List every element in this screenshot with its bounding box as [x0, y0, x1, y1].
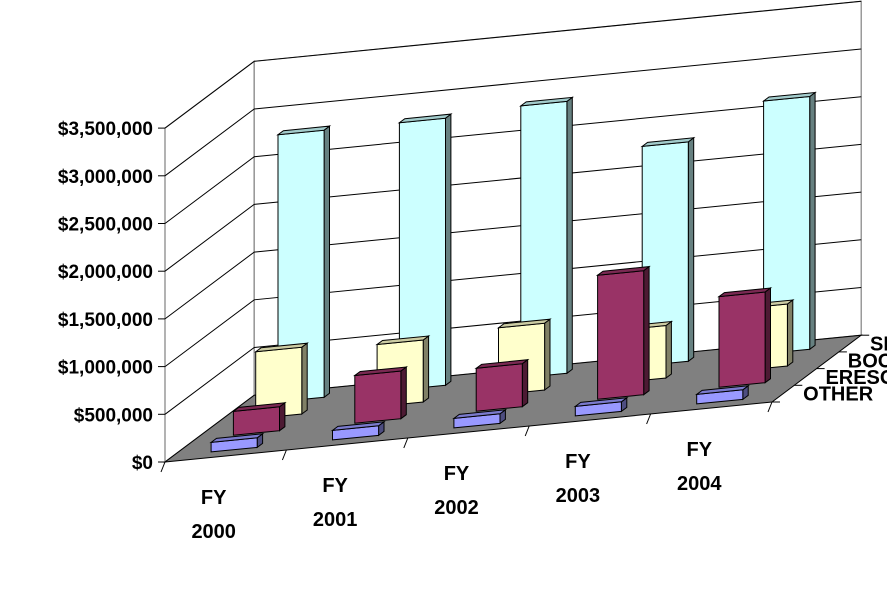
bar-top-face — [474, 359, 530, 369]
bar-top-face — [330, 421, 386, 432]
bar-serials-fy-2001 — [397, 113, 453, 391]
bar-top-face — [353, 366, 409, 377]
bar-front-face — [718, 291, 766, 388]
bar-top-face — [375, 335, 431, 346]
x-tick-label: FY 2002 — [434, 463, 479, 519]
y-tick-label: $1,000,000 — [58, 358, 153, 379]
x-tick-label-line: FY — [322, 475, 348, 497]
series-label-books: BOOKS — [848, 350, 887, 372]
y-tick-label: $3,500,000 — [58, 119, 153, 140]
bar-top-face — [640, 137, 696, 148]
bar-side-face — [566, 96, 573, 375]
bar-top-face — [253, 342, 309, 353]
bar-top-face — [761, 91, 817, 102]
x-tick-label-line: 2000 — [191, 521, 236, 543]
x-tick-label-line: FY — [201, 487, 227, 509]
bar-other-fy-2002 — [452, 408, 508, 429]
bar-side-face — [544, 318, 551, 391]
bar-side-face — [665, 320, 672, 379]
bar-side-face — [445, 113, 452, 387]
bar-side-face — [301, 342, 308, 415]
bar-front-face — [597, 270, 645, 400]
x-tick-label-line: 2003 — [556, 485, 601, 507]
bar-top-face — [276, 125, 332, 136]
bar-top-face — [496, 318, 552, 329]
bar-top-face — [397, 113, 453, 124]
bar-top-face — [573, 397, 629, 408]
x-tick — [646, 413, 652, 425]
bar-side-face — [422, 335, 430, 403]
bar-eresources-fy-2000 — [231, 401, 287, 436]
y-tick-label: $2,000,000 — [58, 262, 153, 283]
bar-front-face — [475, 363, 523, 412]
bar-serials-fy-2004 — [761, 91, 817, 355]
x-tick — [160, 461, 166, 473]
bar-side-face — [764, 287, 771, 384]
bar-side-face — [809, 91, 816, 351]
x-tick-label-line: FY — [687, 439, 713, 461]
x-tick — [403, 437, 409, 449]
bar-serials-fy-2003 — [640, 136, 696, 367]
bar-other-fy-2003 — [573, 396, 629, 417]
bar-side-face — [687, 136, 695, 363]
bar-top-face — [595, 265, 651, 276]
bar-side-face — [279, 401, 286, 432]
y-tick-label: $0 — [132, 453, 153, 474]
x-tick-label-line: 2004 — [677, 473, 722, 495]
bar-other-fy-2004 — [694, 384, 750, 405]
x-tick — [767, 401, 773, 413]
bar-side-face — [323, 125, 330, 399]
bar-eresources-fy-2004 — [717, 287, 773, 388]
bar-front-face — [354, 370, 402, 424]
bar-top-face — [209, 433, 265, 444]
bar-other-fy-2000 — [209, 432, 265, 453]
series-label-serials: SERIALS — [870, 334, 887, 356]
x-tick — [281, 449, 287, 461]
x-tick-label: FY 2004 — [677, 439, 722, 495]
x-tick-label-line: 2002 — [434, 497, 479, 519]
bar-eresources-fy-2003 — [595, 265, 651, 400]
series-label-other: OTHER — [803, 384, 874, 406]
bar-side-face — [786, 299, 794, 367]
x-tick-label: FY 2001 — [313, 475, 358, 531]
bar-top-face — [694, 385, 750, 396]
x-tick-label-line: FY — [444, 463, 470, 485]
bar-serials-fy-2000 — [276, 125, 332, 403]
bar-eresources-fy-2002 — [474, 358, 530, 412]
bar-top-face — [231, 402, 287, 413]
gridline — [164, 96, 862, 224]
gridline — [164, 0, 862, 129]
y-tick-label: $2,500,000 — [58, 215, 153, 236]
y-axis: $0 $500,000 $1,000,000 $1,500,000 $2,000,000… — [58, 119, 165, 474]
bar-side-face — [643, 265, 650, 396]
series-label-eresources: ERESOURCES — [825, 367, 887, 389]
bar-side-face — [400, 366, 407, 420]
x-tick-label: FY 2000 — [191, 487, 236, 543]
x-axis: FY 2000 FY 2001 FY 2002 FY 2003 FY 2004 — [160, 401, 773, 543]
bar-eresources-fy-2001 — [353, 366, 409, 424]
bar-side-face — [521, 358, 529, 408]
bar-top-face — [452, 409, 508, 420]
bar-group — [209, 91, 817, 453]
x-tick — [524, 425, 530, 437]
y-tick-label: $500,000 — [74, 405, 153, 426]
x-tick-label-line: 2001 — [313, 509, 358, 531]
y-tick-label: $1,500,000 — [58, 310, 153, 331]
gridline — [164, 48, 862, 177]
bar-books-fy-2000 — [253, 342, 309, 420]
x-tick-label-line: FY — [565, 451, 591, 473]
x-tick-label: FY 2003 — [556, 451, 601, 507]
bar-top-face — [519, 96, 575, 107]
bar-top-face — [717, 287, 773, 298]
bar-other-fy-2001 — [330, 420, 386, 441]
bar-serials-fy-2002 — [519, 96, 575, 379]
depth-axis: OTHERERESOURCESBOOKSSERIALS — [772, 334, 887, 406]
y-tick-label: $3,000,000 — [58, 167, 153, 188]
